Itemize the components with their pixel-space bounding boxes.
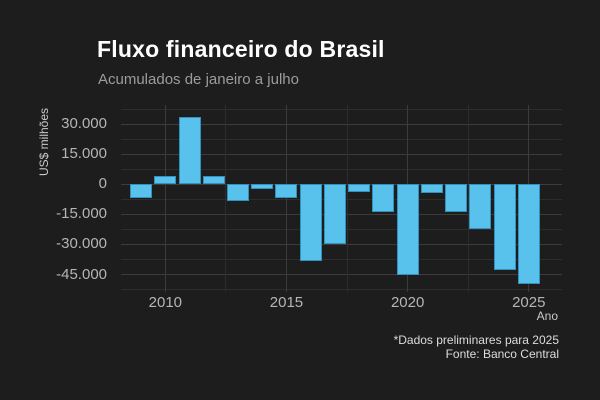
bar-2022 — [445, 184, 468, 213]
x-axis-title: Ano — [536, 309, 558, 323]
y-tick-label--30000: -30.000 — [56, 235, 107, 253]
bar-2023 — [469, 184, 492, 230]
chart-subtitle: Acumulados de janeiro a julho — [98, 71, 299, 88]
gridline-y-minor-37500 — [121, 108, 562, 110]
bar-2019 — [372, 184, 395, 212]
bar-2013 — [227, 184, 250, 202]
gridline-y-minor-7500 — [121, 168, 562, 170]
chart-title: Fluxo financeiro do Brasil — [97, 36, 385, 62]
bar-2024 — [493, 184, 516, 271]
x-tick-label-2025: 2025 — [512, 294, 546, 311]
caption-source: Fonte: Banco Central — [445, 347, 559, 361]
bar-2010 — [154, 176, 177, 185]
gridline-y-30000 — [121, 123, 562, 125]
bar-2018 — [348, 184, 371, 192]
bar-2016 — [299, 184, 322, 262]
gridline-y-15000 — [121, 153, 562, 155]
y-tick-label-30000: 30.000 — [61, 115, 107, 133]
bar-2020 — [396, 184, 419, 275]
gridline-x-minor-2012.5 — [225, 105, 227, 292]
gridline-x-2010 — [164, 105, 166, 292]
bar-2014 — [251, 184, 274, 189]
gridline-x-minor-2022.5 — [467, 105, 469, 292]
bar-2015 — [275, 184, 298, 199]
x-tick-label-2020: 2020 — [390, 294, 425, 311]
gridline-x-2015 — [285, 105, 287, 292]
gridline-x-minor-2017.5 — [346, 105, 348, 292]
caption: *Dados preliminares para 2025 Fonte: Ban… — [394, 333, 559, 361]
plot-panel — [121, 105, 562, 292]
bar-2017 — [323, 184, 346, 244]
y-tick-label-0: 0 — [98, 175, 107, 193]
bar-2012 — [202, 175, 225, 185]
bar-2021 — [420, 184, 443, 194]
x-tick-label-2010: 2010 — [148, 294, 183, 311]
gridline-y-minor--37500 — [121, 258, 562, 260]
y-tick-label--45000: -45.000 — [56, 265, 107, 283]
gridline-y--30000 — [121, 243, 562, 245]
bar-2011 — [178, 116, 201, 185]
gridline-y-minor-22500 — [121, 138, 562, 140]
y-tick-label--15000: -15.000 — [56, 205, 107, 223]
x-tick-label-2015: 2015 — [269, 294, 304, 311]
gridline-y-minor--52500 — [121, 289, 562, 291]
y-tick-label-15000: 15.000 — [61, 145, 107, 163]
caption-note: *Dados preliminares para 2025 — [393, 333, 559, 347]
gridline-y--45000 — [121, 274, 562, 276]
bar-2025 — [517, 184, 540, 284]
bar-2009 — [130, 184, 153, 198]
